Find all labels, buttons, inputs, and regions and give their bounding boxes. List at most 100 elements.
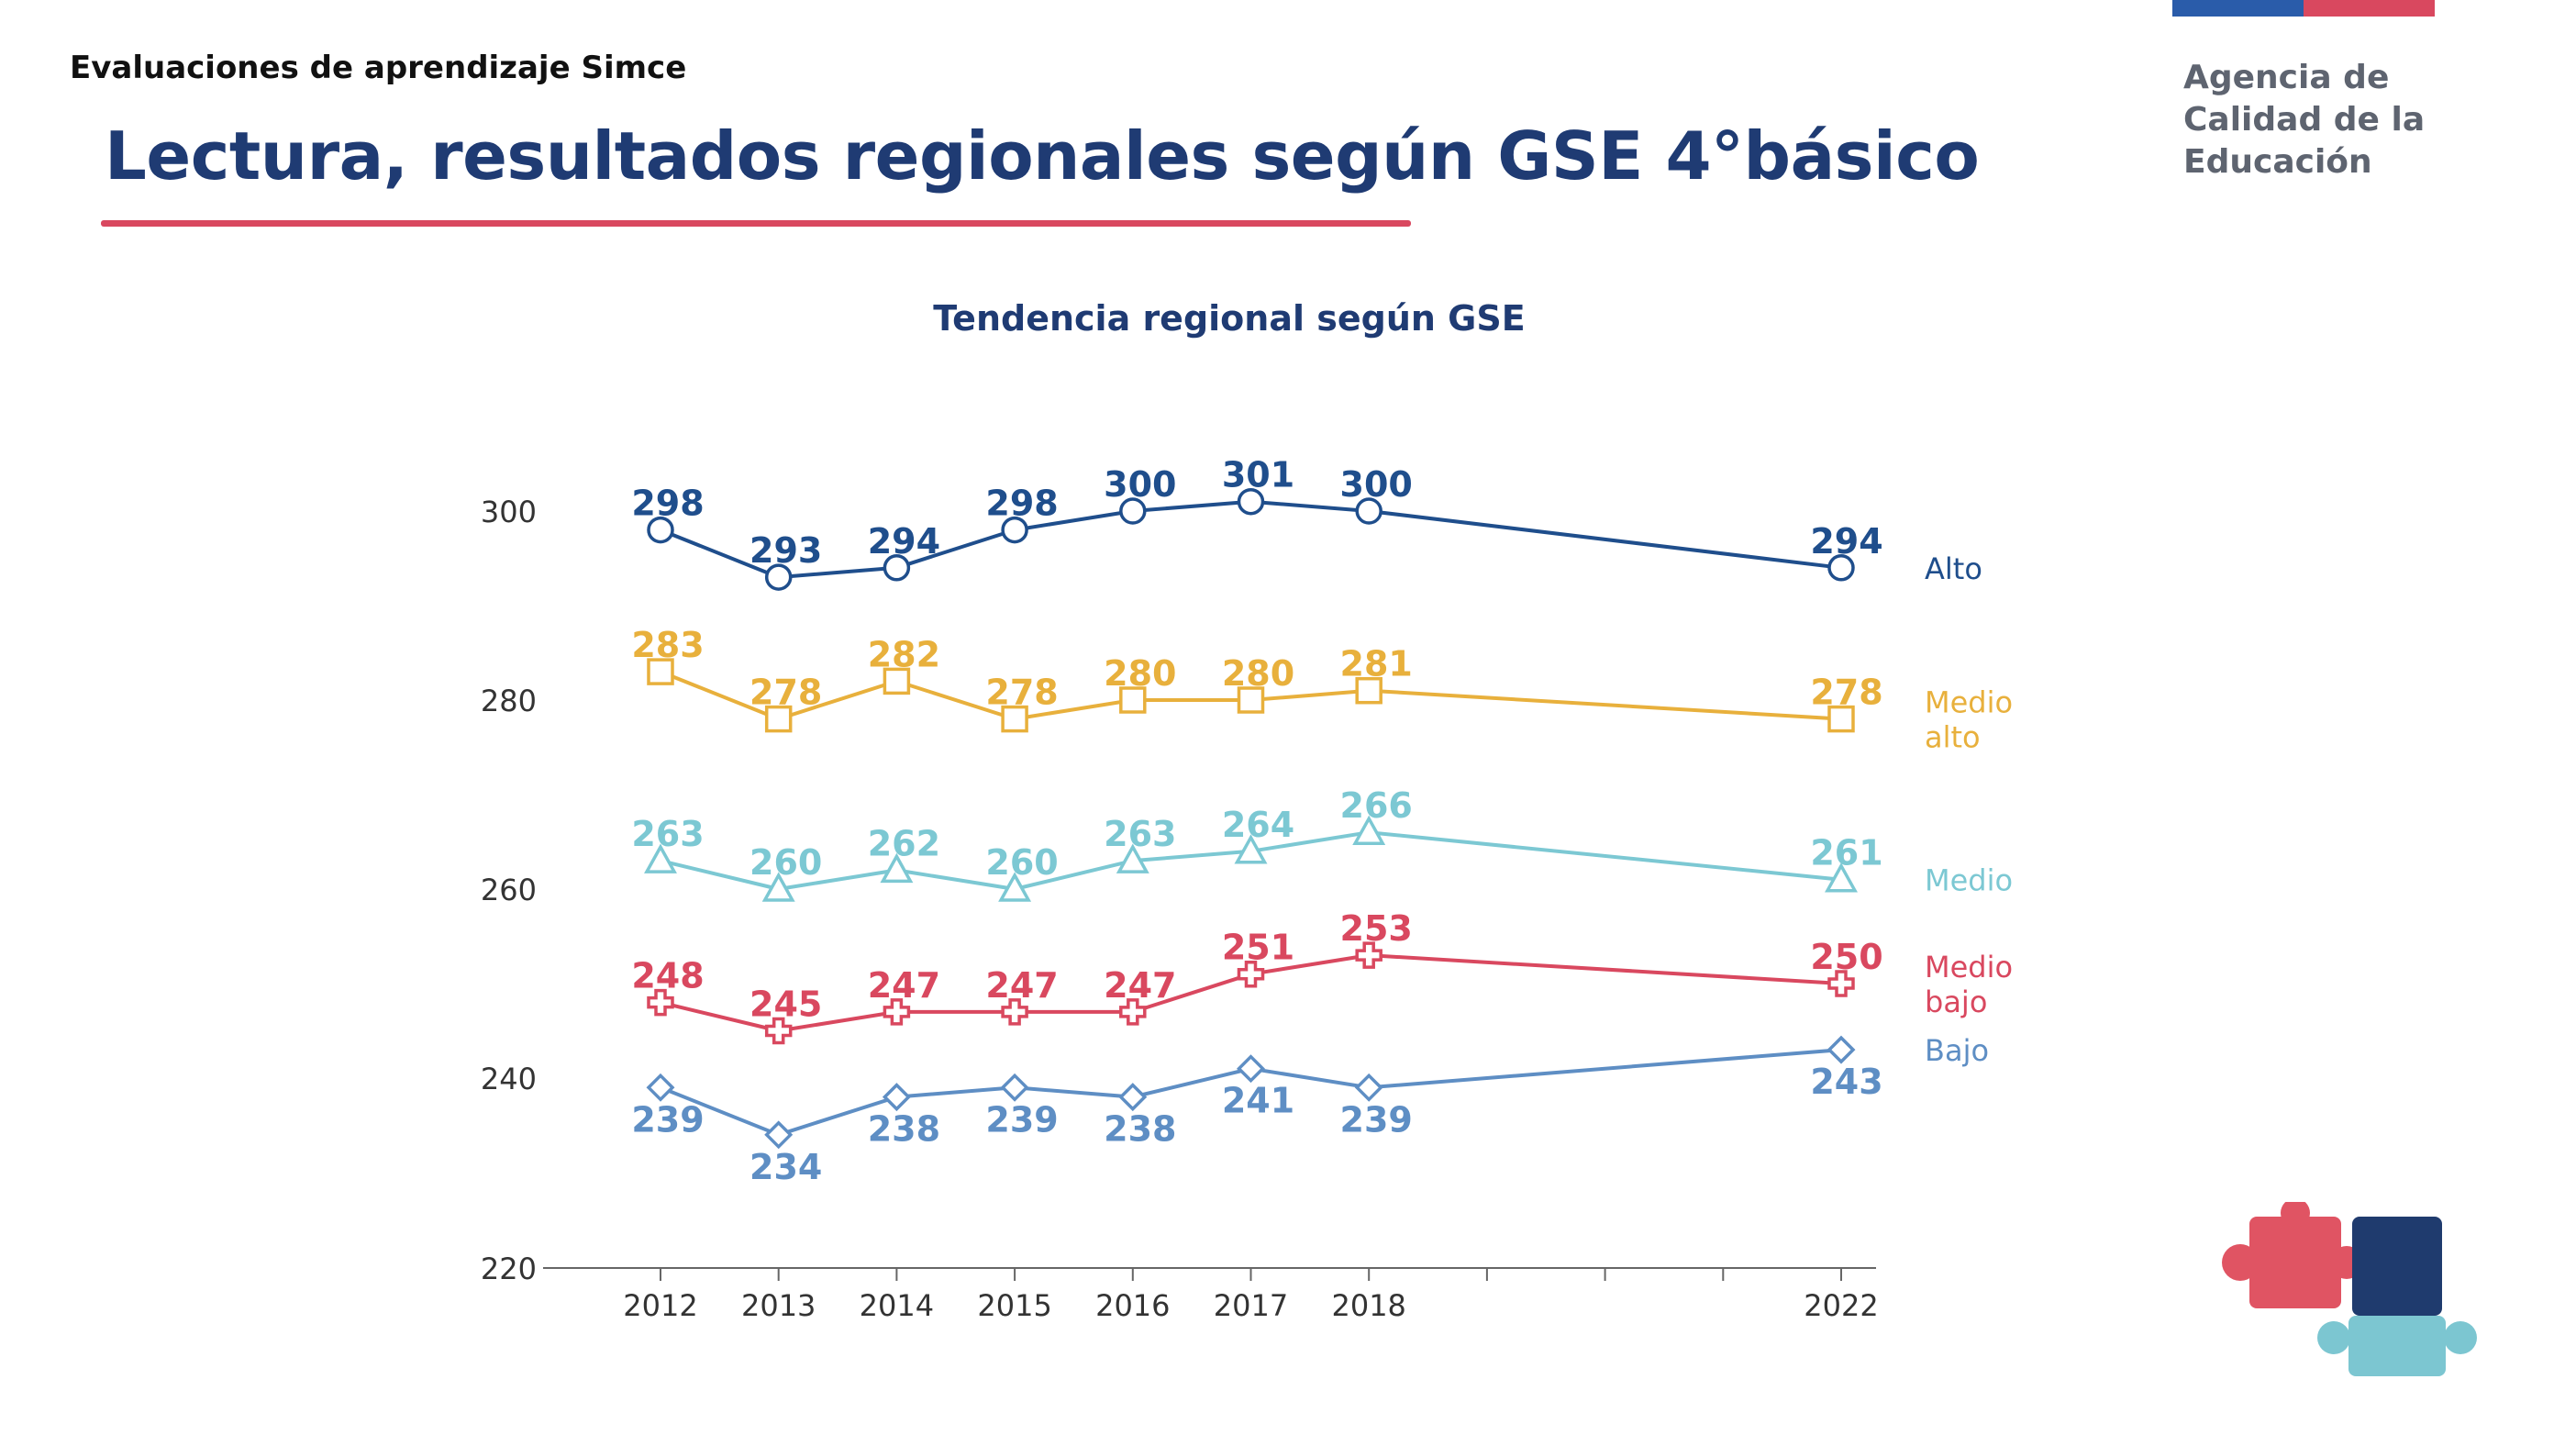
- data-label: 247: [868, 965, 940, 1006]
- data-point: [880, 852, 914, 884]
- data-point: [646, 1073, 675, 1102]
- data-label: 263: [631, 814, 704, 854]
- data-point: [764, 1017, 793, 1045]
- data-point: [1000, 1073, 1029, 1102]
- section-eyebrow: Evaluaciones de aprendizaje Simce: [70, 50, 687, 86]
- series-line-1: [660, 670, 1842, 721]
- data-label: 278: [1810, 673, 1882, 713]
- agency-line-2: Calidad de la: [2183, 101, 2426, 139]
- data-label: 278: [985, 673, 1058, 713]
- x-tick-label: 2016: [1095, 1288, 1170, 1323]
- data-label: 301: [1222, 455, 1294, 495]
- series-label: Medio: [1925, 950, 2013, 984]
- data-point: [764, 1120, 794, 1150]
- data-point: [1355, 941, 1382, 969]
- x-tick-label: 2022: [1804, 1288, 1878, 1323]
- data-point: [883, 998, 911, 1026]
- data-point: [1001, 705, 1028, 733]
- data-label: 239: [631, 1099, 704, 1140]
- data-label: 262: [868, 823, 940, 863]
- puzzle-piece-red-icon: [2222, 1202, 2363, 1308]
- data-label: 281: [1340, 644, 1413, 684]
- x-tick-label: 2018: [1331, 1288, 1405, 1323]
- series-label: Medio: [1925, 685, 2013, 720]
- x-tick-label: 2015: [977, 1288, 1051, 1323]
- data-point: [1116, 843, 1149, 873]
- title-underline: [101, 220, 1411, 227]
- data-label: 243: [1810, 1062, 1882, 1102]
- data-point: [1001, 516, 1028, 544]
- data-point: [1827, 970, 1855, 997]
- data-point: [647, 988, 674, 1017]
- y-tick-label: 280: [481, 684, 537, 718]
- data-label: 247: [1104, 965, 1176, 1006]
- data-point: [882, 1083, 911, 1112]
- data-point: [1119, 686, 1147, 714]
- data-point: [883, 554, 911, 582]
- data-point: [1237, 686, 1265, 714]
- data-label: 253: [1340, 908, 1413, 949]
- data-label: 283: [631, 625, 704, 665]
- x-tick-label: 2017: [1214, 1288, 1288, 1323]
- data-label: 239: [985, 1099, 1058, 1140]
- agency-line-1: Agencia de: [2183, 59, 2390, 96]
- data-label: 282: [868, 634, 940, 674]
- flag-bar: [2172, 0, 2435, 17]
- x-tick-label: 2013: [741, 1288, 816, 1323]
- y-tick-label: 300: [481, 495, 537, 529]
- data-label: 300: [1340, 464, 1413, 505]
- data-label: 260: [749, 842, 822, 883]
- data-label: 261: [1810, 833, 1882, 873]
- data-label: 293: [749, 530, 822, 571]
- data-point: [764, 563, 793, 591]
- data-point: [1355, 497, 1382, 525]
- page-title: Lectura, resultados regionales según GSE…: [105, 117, 1980, 195]
- data-label: 266: [1340, 785, 1413, 826]
- data-label: 248: [631, 956, 704, 996]
- data-point: [1827, 705, 1855, 733]
- y-tick-label: 220: [481, 1251, 537, 1286]
- data-point: [647, 516, 674, 544]
- data-label: 234: [749, 1147, 822, 1187]
- data-label: 263: [1104, 814, 1176, 854]
- data-label: 250: [1810, 937, 1882, 977]
- data-point: [1237, 487, 1265, 516]
- data-label: 239: [1340, 1099, 1413, 1140]
- series-label: Medio: [1925, 863, 2013, 898]
- series-line-0: [660, 499, 1842, 580]
- data-label: 300: [1104, 464, 1176, 505]
- data-label: 280: [1104, 653, 1176, 694]
- puzzle-icon: [2222, 1202, 2477, 1376]
- data-label: 247: [985, 965, 1058, 1006]
- data-label: 294: [868, 521, 940, 562]
- flag-bar-blue: [2172, 0, 2304, 17]
- series-line-4: [660, 1048, 1842, 1137]
- data-point: [883, 667, 911, 695]
- series-label: Alto: [1925, 551, 1982, 586]
- series-line-2: [660, 830, 1842, 891]
- data-point: [1118, 1083, 1148, 1112]
- series-label: bajo: [1925, 984, 1987, 1019]
- x-tick-label: 2014: [860, 1288, 934, 1323]
- agency-line-3: Educación: [2183, 143, 2372, 181]
- data-label: 294: [1810, 521, 1882, 562]
- data-label: 260: [985, 842, 1058, 883]
- data-label: 298: [631, 484, 704, 524]
- data-point: [1119, 497, 1147, 525]
- x-tick-label: 2012: [623, 1288, 697, 1323]
- data-point: [1354, 1073, 1383, 1102]
- data-point: [1237, 1054, 1265, 1084]
- data-label: 278: [749, 673, 822, 713]
- data-label: 264: [1222, 805, 1294, 845]
- data-point: [1234, 834, 1268, 864]
- data-label: 241: [1222, 1081, 1294, 1121]
- data-point: [644, 843, 677, 873]
- data-point: [1827, 1035, 1856, 1064]
- data-point: [1825, 862, 1858, 893]
- series-line-3: [660, 953, 1842, 1033]
- chart-title: Tendencia regional según GSE: [933, 298, 1525, 339]
- data-point: [1355, 676, 1382, 705]
- data-point: [998, 872, 1032, 902]
- data-label: 280: [1222, 653, 1294, 694]
